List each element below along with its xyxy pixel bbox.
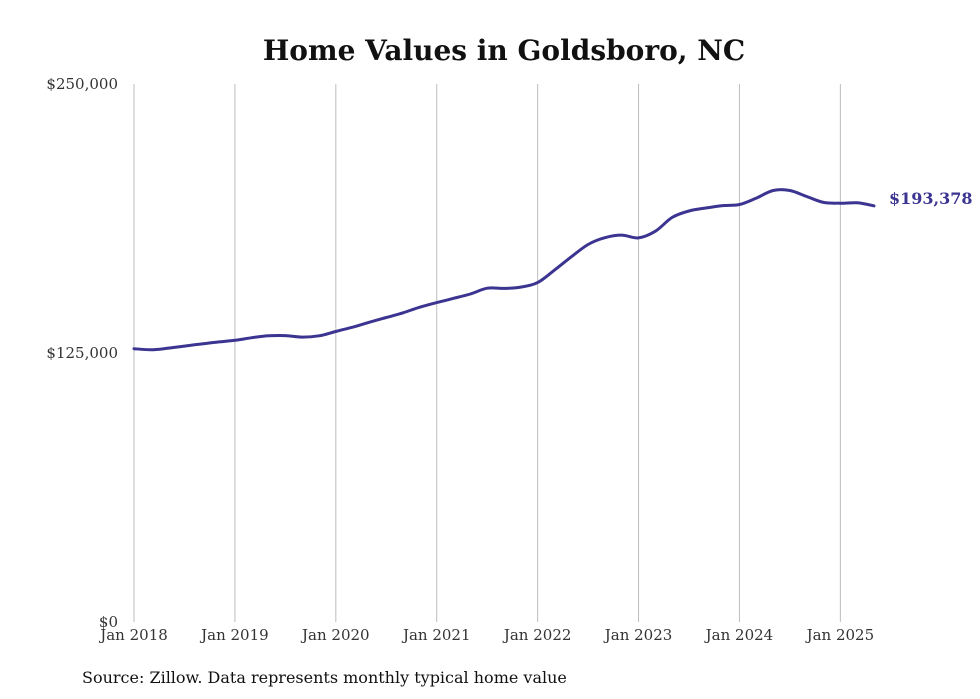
x-tick-label: Jan 2019 (199, 626, 269, 644)
x-tick-label: Jan 2025 (805, 626, 875, 644)
x-tick-label: Jan 2018 (98, 626, 168, 644)
end-value-label: $193,378 (889, 189, 973, 208)
series-layer (132, 188, 876, 352)
x-tick-label: Jan 2024 (704, 626, 774, 644)
y-tick-label: $125,000 (46, 344, 118, 362)
gridlines (133, 84, 841, 622)
x-tick-label: Jan 2023 (603, 626, 673, 644)
series-line-0 (132, 188, 876, 352)
source-note: Source: Zillow. Data represents monthly … (82, 668, 567, 687)
x-tick-label: Jan 2022 (502, 626, 572, 644)
x-axis-ticks: Jan 2018 Jan 2019 Jan 2020 Jan 2021 Jan 2022… (98, 626, 874, 644)
x-tick-label: Jan 2020 (300, 626, 370, 644)
y-tick-label: $0 (99, 613, 118, 631)
chart-title: Home Values in Goldsboro, NC (263, 34, 745, 67)
y-tick-label: $250,000 (46, 75, 118, 93)
y-axis-ticks: $0 $125,000 $250,000 (46, 75, 118, 631)
x-tick-label: Jan 2021 (401, 626, 471, 644)
